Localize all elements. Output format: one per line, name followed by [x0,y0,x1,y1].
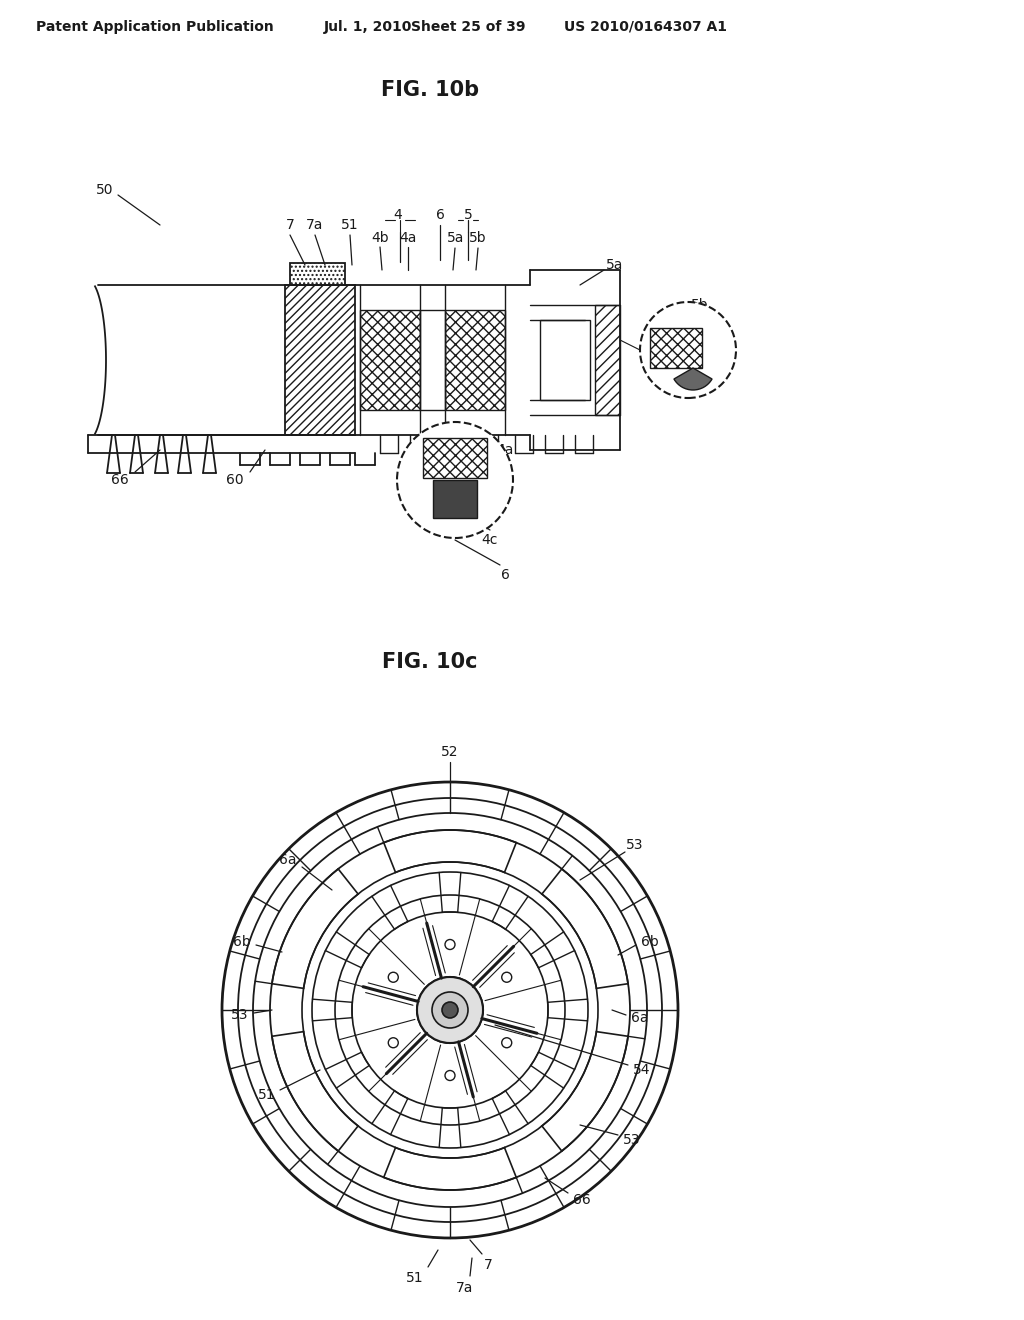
Circle shape [432,993,468,1028]
Text: 7: 7 [286,218,294,232]
Text: 5a: 5a [447,231,465,246]
Bar [445,310,505,411]
Text: 4b: 4b [371,231,389,246]
Text: FIG. 10b: FIG. 10b [381,81,479,100]
Text: 4: 4 [393,209,402,222]
Text: 51: 51 [258,1088,275,1102]
Bar [540,319,590,400]
Text: 5b: 5b [691,298,709,312]
Circle shape [388,973,398,982]
Text: FIG. 10c: FIG. 10c [382,652,478,672]
Text: 7a: 7a [306,218,324,232]
Circle shape [432,993,468,1028]
Text: 4c: 4c [482,533,499,546]
Text: Patent Application Publication: Patent Application Publication [36,20,273,34]
Text: 66: 66 [573,1193,591,1206]
Bar [595,305,620,414]
Circle shape [502,973,512,982]
Bar [290,263,345,285]
Text: 6: 6 [501,568,509,582]
Text: Sheet 25 of 39: Sheet 25 of 39 [411,20,525,34]
Text: 52: 52 [441,744,459,759]
Bar [650,327,702,368]
Circle shape [417,977,483,1043]
Bar [360,310,420,411]
Wedge shape [674,368,712,389]
Circle shape [388,1038,398,1048]
Text: 6: 6 [435,209,444,222]
Circle shape [442,1002,458,1018]
Text: 6b: 6b [233,935,251,949]
Text: 53: 53 [624,1133,641,1147]
Text: 66: 66 [112,473,129,487]
Circle shape [502,1038,512,1048]
Text: 53: 53 [627,838,644,851]
Text: 4a: 4a [497,444,514,457]
Circle shape [442,1002,458,1018]
Text: 7a: 7a [457,1280,474,1295]
Text: 50: 50 [96,183,114,197]
Circle shape [640,302,736,399]
Text: 5a: 5a [606,257,624,272]
Circle shape [397,422,513,539]
Text: 6a: 6a [280,853,297,867]
Bar [420,310,445,411]
Circle shape [445,940,455,949]
Text: 5b: 5b [469,231,486,246]
Text: 60: 60 [226,473,244,487]
Text: 53: 53 [231,1008,249,1022]
Circle shape [442,1002,458,1018]
Text: 4a: 4a [399,231,417,246]
Text: 54: 54 [633,1063,650,1077]
Text: 51: 51 [407,1271,424,1284]
Text: 5: 5 [464,209,472,222]
Text: 6a: 6a [631,1011,649,1026]
Text: 7: 7 [483,1258,493,1272]
Bar [423,438,487,478]
Text: 6b: 6b [641,935,658,949]
Bar [285,285,355,436]
Circle shape [445,1071,455,1081]
Text: Jul. 1, 2010: Jul. 1, 2010 [324,20,413,34]
Text: US 2010/0164307 A1: US 2010/0164307 A1 [563,20,726,34]
Bar [433,480,477,517]
Text: 51: 51 [341,218,358,232]
